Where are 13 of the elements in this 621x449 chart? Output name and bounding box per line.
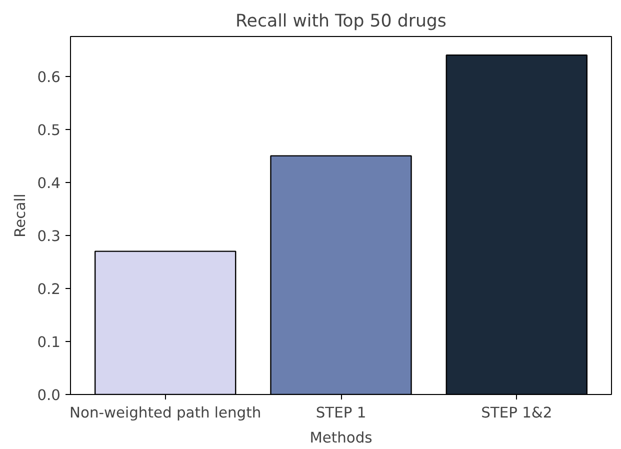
y-tick-label: 0.1 (37, 334, 61, 351)
x-axis-title: Methods (310, 430, 372, 446)
y-tick-label: 0.4 (37, 174, 61, 192)
y-tick-label: 0.6 (37, 68, 61, 86)
y-tick-label: 0.3 (37, 228, 61, 245)
y-tick-label: 0.2 (37, 280, 61, 298)
x-tick-label: STEP 1 (316, 404, 366, 422)
y-axis-title: Recall (12, 194, 30, 238)
y-tick-label: 0.5 (37, 122, 61, 139)
y-tick-label: 0.0 (37, 387, 61, 404)
x-tick-label: STEP 1&2 (481, 404, 552, 422)
chart-title: Recall with Top 50 drugs (236, 12, 446, 32)
x-tick-label: Non-weighted path length (70, 404, 262, 422)
